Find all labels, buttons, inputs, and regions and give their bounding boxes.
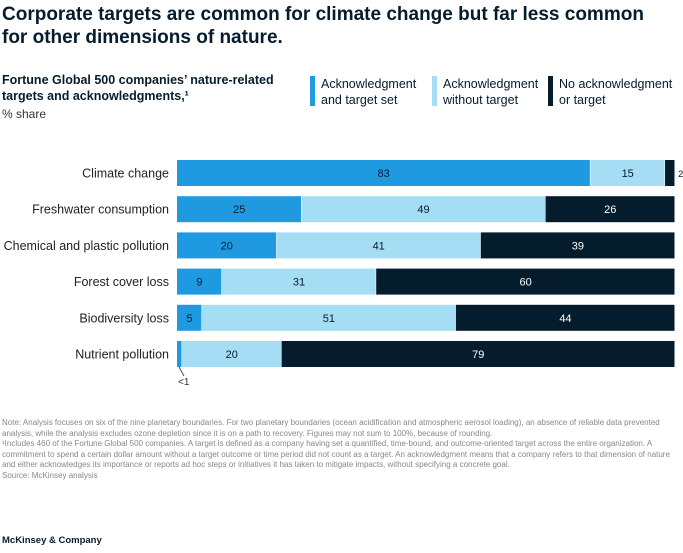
bar-segment-nutrient-pollution-1	[181, 341, 282, 367]
data-label-biodiversity-loss-2: 44	[559, 313, 571, 325]
legend-swatch	[548, 76, 553, 106]
data-label-freshwater-consumption-0: 25	[233, 204, 245, 216]
data-label-nutrient-pollution-1: 20	[226, 349, 238, 361]
data-label-chemical-and-plastic-pollution-0: 20	[221, 240, 233, 252]
bar-segment-biodiversity-loss-0	[177, 304, 202, 331]
data-label-climate-change-1: 15	[622, 168, 634, 180]
bar-segment-nutrient-pollution-0	[177, 341, 182, 367]
brand-name: McKinsey & Company	[2, 535, 102, 546]
data-label-forest-cover-loss-2: 60	[519, 277, 531, 289]
bar-segment-chemical-and-plastic-pollution-2	[480, 232, 675, 259]
category-label-climate-change: Climate change	[82, 167, 169, 181]
bar-segment-forest-cover-loss-1	[221, 268, 376, 295]
bar-segment-nutrient-pollution-2	[281, 341, 675, 367]
data-label-nutrient-pollution-2: 79	[472, 349, 484, 361]
chart-subtitle: Fortune Global 500 companies’ nature-rel…	[2, 73, 274, 103]
category-label-chemical-and-plastic-pollution: Chemical and plastic pollution	[4, 239, 169, 253]
data-label-biodiversity-loss-0: 5	[186, 313, 192, 325]
category-label-nutrient-pollution: Nutrient pollution	[75, 348, 169, 362]
bar-segment-climate-change-0	[177, 160, 590, 186]
stacked-bar-chart: Climate change 83 15 2 Freshwater consumptio…	[4, 160, 683, 388]
bar-segment-climate-change-1	[590, 160, 665, 186]
legend-label: Acknowledgment without target	[443, 77, 539, 107]
legend-item-without-target: Acknowledgment without target	[432, 76, 544, 108]
footnote-text: ¹Includes 460 of the Fortune Global 500 …	[2, 439, 670, 470]
annotation-leader-line	[178, 366, 185, 377]
source-text: Source: McKinsey analysis	[2, 470, 98, 480]
legend-label: Acknowledgment and target set	[321, 77, 417, 107]
data-label-biodiversity-loss-1: 51	[323, 313, 335, 325]
bar-segment-freshwater-consumption-1	[301, 196, 546, 223]
bar-segment-freshwater-consumption-2	[545, 196, 675, 223]
note-text: Note: Analysis focuses on six of the nin…	[2, 418, 660, 438]
category-label-freshwater-consumption: Freshwater consumption	[32, 203, 169, 217]
data-label-chemical-and-plastic-pollution-1: 41	[373, 240, 385, 252]
bar-segment-biodiversity-loss-1	[201, 304, 456, 331]
bar-segment-chemical-and-plastic-pollution-1	[276, 232, 481, 259]
chart-title: Corporate targets are common for climate…	[2, 4, 644, 48]
bar-segment-freshwater-consumption-0	[177, 196, 301, 223]
category-label-biodiversity-loss: Biodiversity loss	[79, 311, 169, 325]
bar-segment-biodiversity-loss-2	[455, 304, 675, 331]
category-label-forest-cover-loss: Forest cover loss	[74, 275, 169, 289]
legend-swatch	[432, 76, 437, 106]
bar-segment-chemical-and-plastic-pollution-0	[177, 232, 277, 259]
data-label-freshwater-consumption-1: 49	[417, 204, 429, 216]
legend-label: No acknowledgment or target	[559, 77, 673, 107]
legend-swatch	[310, 76, 315, 106]
data-label-forest-cover-loss-0: 9	[196, 277, 202, 289]
bar-segment-forest-cover-loss-0	[177, 268, 222, 295]
data-label-climate-change-0: 83	[378, 168, 390, 180]
data-label-freshwater-consumption-2: 26	[604, 204, 616, 216]
chart-unit: % share	[2, 107, 47, 121]
legend-item-no-acknowledgment: No acknowledgment or target	[548, 76, 678, 108]
chart-notes: Note: Analysis focuses on six of the nin…	[2, 418, 674, 482]
data-label-climate-change-2: 2	[678, 169, 683, 180]
annotation-less-than-one: <1	[178, 377, 190, 388]
bar-segment-forest-cover-loss-2	[376, 268, 675, 295]
legend-item-target-set: Acknowledgment and target set	[310, 76, 428, 108]
data-label-chemical-and-plastic-pollution-2: 39	[572, 240, 584, 252]
data-label-forest-cover-loss-1: 31	[293, 277, 305, 289]
bar-segment-climate-change-2	[665, 160, 675, 186]
